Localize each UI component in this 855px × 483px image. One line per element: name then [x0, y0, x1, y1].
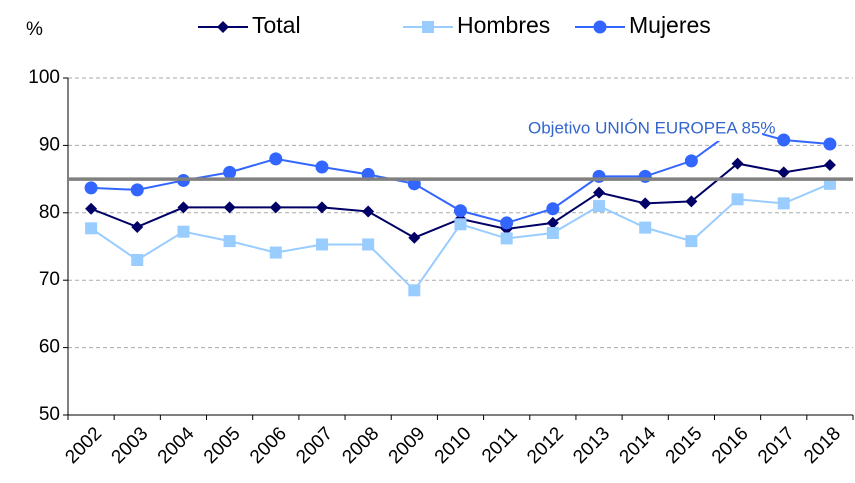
marker [84, 181, 98, 195]
y-axis-label: % [26, 19, 43, 40]
marker [777, 166, 790, 179]
marker [546, 216, 559, 229]
x-tick-label: 2018 [800, 423, 845, 468]
marker [593, 186, 606, 199]
marker [223, 165, 237, 179]
marker [269, 201, 282, 214]
marker [454, 218, 467, 231]
x-tick-label: 2016 [708, 423, 753, 468]
marker [500, 232, 513, 245]
x-tick-label: 2004 [154, 423, 199, 468]
y-tick-label: 90 [39, 134, 60, 155]
marker [639, 221, 652, 234]
marker [823, 137, 837, 151]
x-tick-label: 2007 [292, 423, 337, 468]
marker [131, 220, 144, 233]
y-tick-label: 70 [39, 269, 60, 290]
marker [593, 20, 607, 34]
marker [731, 157, 744, 170]
legend-label: Total [252, 12, 301, 38]
x-tick-label: 2005 [200, 423, 245, 468]
marker [777, 197, 790, 210]
marker [408, 231, 421, 244]
x-tick-label: 2003 [108, 423, 153, 468]
marker [685, 195, 698, 208]
x-tick-label: 2010 [431, 423, 476, 468]
marker [315, 238, 328, 251]
marker [408, 284, 421, 297]
marker [85, 222, 98, 235]
marker [362, 205, 375, 218]
y-tick-label: 60 [39, 337, 60, 358]
x-tick-label: 2006 [246, 423, 291, 468]
marker [546, 227, 559, 240]
x-tick-label: 2014 [616, 423, 661, 468]
marker [85, 202, 98, 215]
marker [593, 200, 606, 213]
marker [269, 246, 282, 259]
x-tick-label: 2017 [754, 423, 799, 468]
marker [177, 225, 190, 238]
marker [639, 197, 652, 210]
x-tick-label: 2012 [523, 423, 568, 468]
marker [177, 201, 190, 214]
x-tick-label: 2008 [338, 423, 383, 468]
marker [592, 169, 606, 183]
series-line [90, 182, 831, 292]
x-tick-label: 2015 [662, 423, 707, 468]
x-tick-label: 2013 [569, 423, 614, 468]
marker [131, 253, 144, 266]
marker [223, 201, 236, 214]
marker [315, 201, 328, 214]
marker [685, 235, 698, 248]
marker [362, 238, 375, 251]
marker [684, 154, 698, 168]
legend-label: Hombres [457, 12, 550, 38]
y-tick-label: 80 [39, 202, 60, 223]
marker [315, 160, 329, 174]
marker [500, 216, 514, 230]
marker [269, 152, 283, 166]
annotation: Objetivo UNIÓN EUROPEA 85% [528, 118, 776, 137]
marker [454, 204, 467, 218]
x-tick-label: 2002 [61, 423, 106, 468]
marker [638, 169, 652, 183]
annotation-bg [522, 116, 762, 141]
marker [130, 183, 144, 197]
marker [422, 21, 434, 33]
x-tick-label: 2011 [478, 423, 522, 467]
y-tick-label: 50 [39, 404, 60, 425]
marker [777, 133, 791, 147]
marker [823, 158, 836, 171]
x-tick-label: 2009 [385, 423, 430, 468]
marker [546, 202, 560, 216]
marker [217, 21, 229, 33]
marker [731, 193, 744, 206]
y-tick-label: 100 [28, 67, 60, 88]
marker [223, 235, 236, 248]
legend-label: Mujeres [629, 12, 711, 38]
